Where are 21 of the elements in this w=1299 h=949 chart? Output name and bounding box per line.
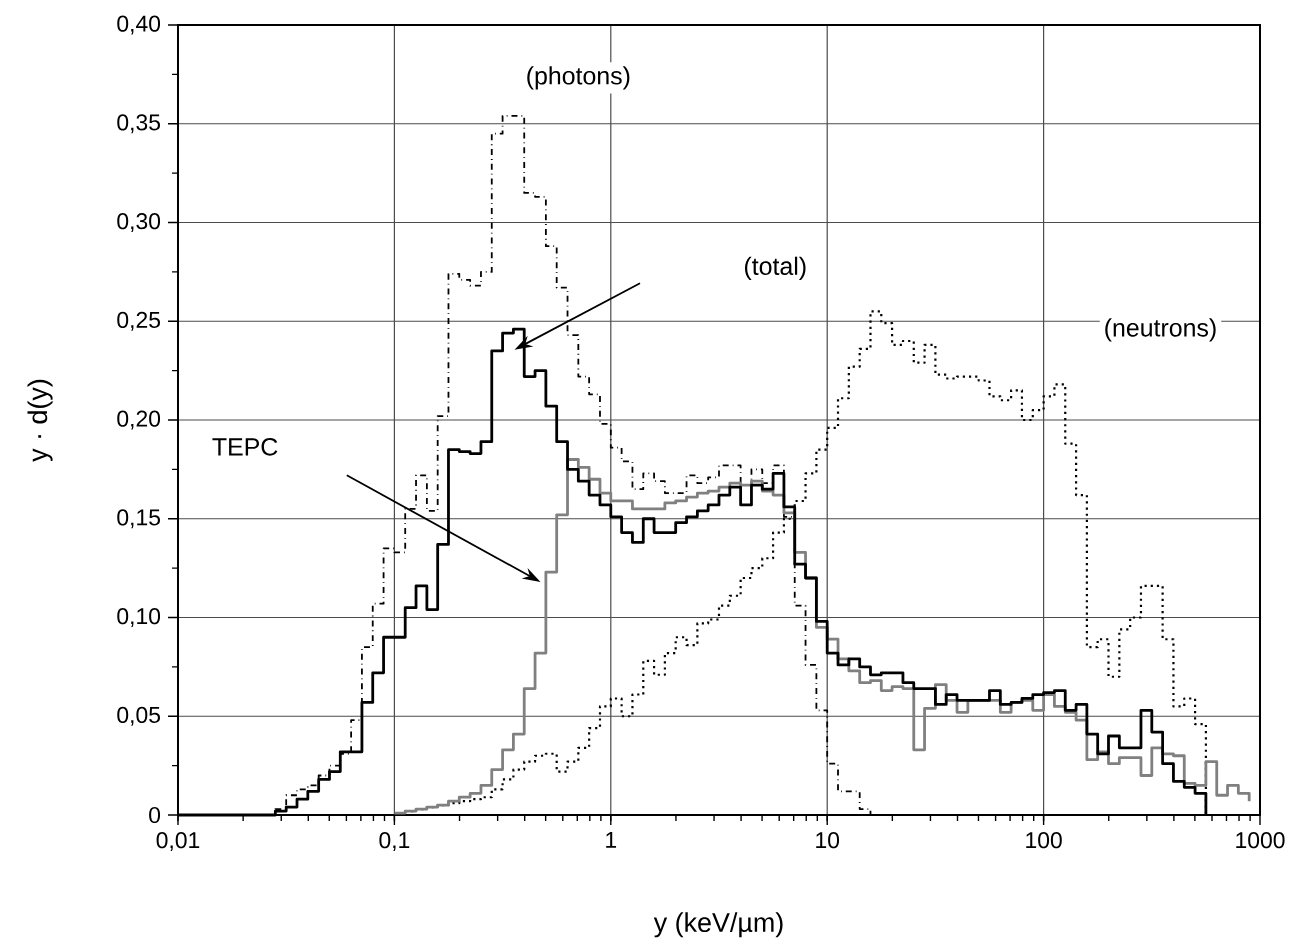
annotation: (total) xyxy=(744,256,806,280)
x-tick-label: 1 xyxy=(606,832,617,848)
annotation: TEPC xyxy=(212,438,278,456)
annotation: (neutrons) xyxy=(1105,318,1216,342)
annotation: (photons) xyxy=(527,66,630,90)
y-tick-label: 0,25 xyxy=(117,311,160,331)
x-tick-label: 1000 xyxy=(1236,832,1285,849)
y-tick-label: 0,20 xyxy=(117,410,161,430)
y-axis-title: y · d(y) xyxy=(27,379,53,462)
y-tick-label: 0 xyxy=(149,806,161,824)
x-tick-label: 10 xyxy=(816,832,840,849)
y-tick-label: 0,10 xyxy=(117,608,161,627)
y-tick-label: 0,15 xyxy=(117,509,160,529)
x-tick-label: 0,01 xyxy=(156,832,200,851)
y-tick-label: 0,30 xyxy=(117,213,161,232)
y-tick-label: 0,40 xyxy=(117,15,161,35)
x-tick-label: 100 xyxy=(1026,832,1062,849)
y-tick-label: 0,35 xyxy=(117,114,160,134)
x-axis-title: y (keV/µm) xyxy=(653,912,783,938)
x-tick-label: 0,1 xyxy=(379,832,410,851)
y-tick-label: 0,05 xyxy=(117,706,160,726)
